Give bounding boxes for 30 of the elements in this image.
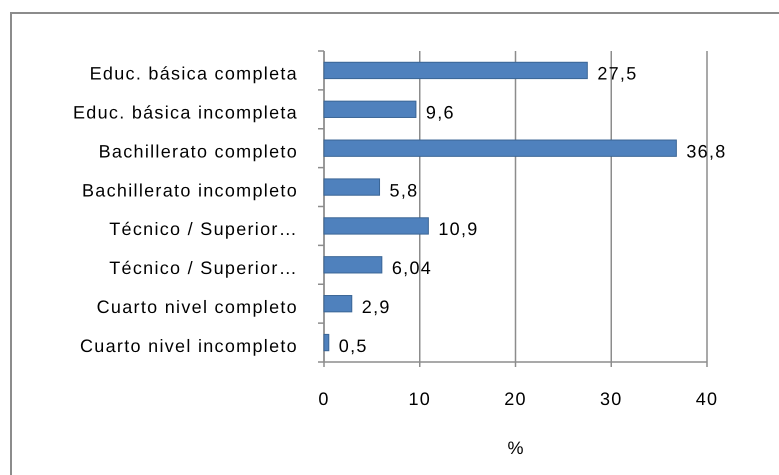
bar [324, 178, 380, 196]
x-tick-label: 20 [504, 389, 527, 409]
data-label: 2,9 [362, 296, 391, 317]
y-tick-label: Educ. básica incompleta [72, 102, 298, 123]
x-tick-label: 0 [318, 389, 330, 409]
bar [324, 256, 382, 274]
x-tick-label: 30 [600, 389, 623, 409]
data-label: 36,8 [686, 141, 727, 162]
bar [324, 334, 330, 352]
y-tick-label: Bachillerato incompleto [82, 180, 298, 200]
data-label: 5,8 [390, 180, 418, 200]
bar [324, 62, 588, 80]
y-tick-label: Técnico / Superior… [109, 258, 298, 278]
x-tick-label: 10 [408, 389, 432, 409]
x-axis-title: % [507, 438, 524, 458]
data-label: 10,9 [438, 219, 479, 240]
data-label: 27,5 [597, 64, 638, 84]
y-tick-label: Cuarto nivel completo [96, 296, 298, 317]
data-label: 0,5 [338, 336, 368, 356]
y-tick-label: Cuarto nivel incompleto [80, 336, 298, 356]
bar [324, 295, 352, 312]
y-tick-label: Técnico / Superior… [109, 219, 298, 240]
bar [324, 217, 429, 235]
data-label: 9,6 [426, 102, 455, 123]
x-tick-label: 40 [696, 389, 718, 409]
bar [324, 100, 416, 118]
y-tick-label: Educ. básica completa [90, 64, 298, 84]
data-label: 6,04 [392, 258, 432, 278]
bar [324, 140, 677, 157]
y-tick-label: Bachillerato completo [98, 141, 298, 162]
